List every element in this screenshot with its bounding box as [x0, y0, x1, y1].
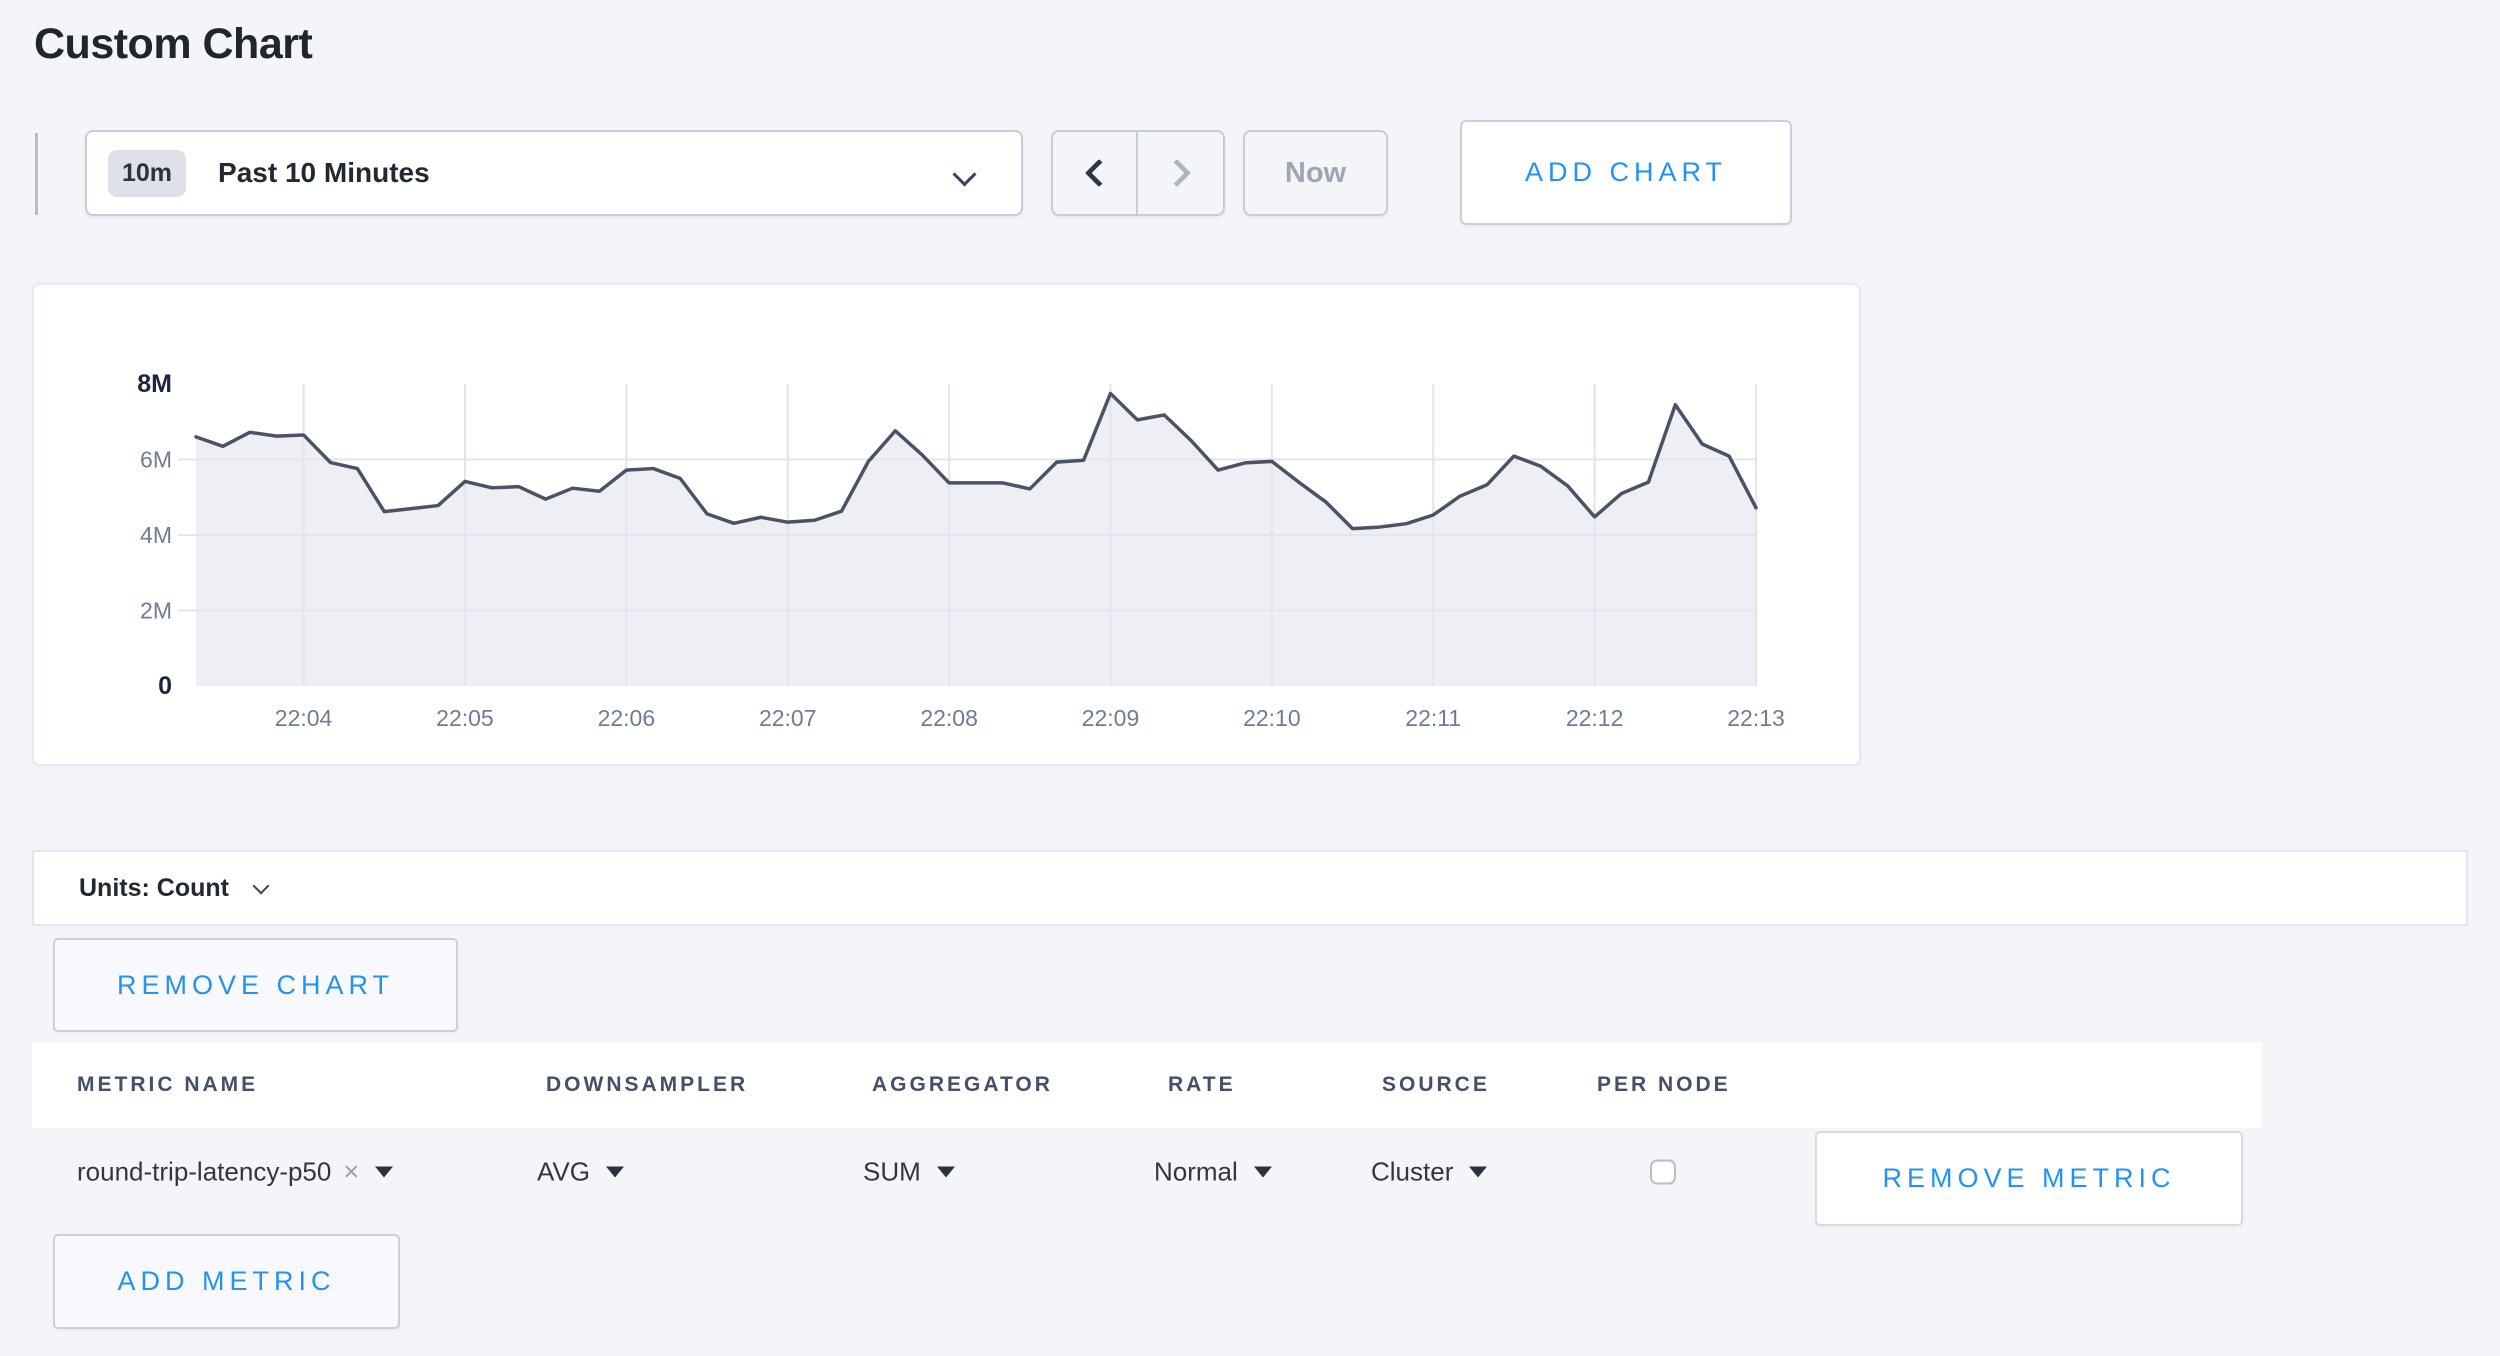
svg-text:22:06: 22:06: [598, 705, 656, 731]
downsampler-value: AVG: [537, 1156, 590, 1187]
now-button[interactable]: Now: [1243, 130, 1388, 216]
per-node-checkbox[interactable]: [1650, 1159, 1676, 1185]
dropdown-caret-icon: [605, 1166, 624, 1178]
source-value: Cluster: [1371, 1156, 1454, 1187]
svg-text:4M: 4M: [140, 522, 172, 548]
dropdown-caret-icon: [1469, 1166, 1488, 1178]
metrics-table-header: METRIC NAME DOWNSAMPLER AGGREGATOR RATE …: [32, 1042, 2262, 1128]
source-select[interactable]: Cluster: [1371, 1156, 1488, 1188]
time-window-badge: 10m: [108, 149, 187, 197]
column-header-aggregator: AGGREGATOR: [872, 1073, 1053, 1096]
svg-text:22:11: 22:11: [1405, 705, 1461, 731]
svg-text:22:12: 22:12: [1566, 705, 1624, 731]
add-metric-button[interactable]: ADD METRIC: [53, 1234, 400, 1329]
svg-text:22:08: 22:08: [920, 705, 978, 731]
chart-card: 22:04 22:05 22:06 22:07 22:08 22:09 22:10 22:11…: [32, 283, 1861, 766]
svg-text:22:13: 22:13: [1727, 705, 1785, 731]
units-dropdown[interactable]: Units: Count: [32, 850, 2468, 926]
time-pager: [1051, 130, 1225, 216]
column-header-per-node: PER NODE: [1597, 1073, 1731, 1096]
timeseries-area-chart: 22:04 22:05 22:06 22:07 22:08 22:09 22:10 22:11…: [137, 370, 1785, 731]
remove-metric-button[interactable]: REMOVE METRIC: [1815, 1131, 2243, 1226]
time-window-label: Past 10 Minutes: [218, 157, 430, 188]
column-header-source: SOURCE: [1382, 1073, 1490, 1096]
chevron-left-icon: [1084, 158, 1113, 188]
rate-select[interactable]: Normal: [1154, 1157, 1272, 1188]
metric-name-select[interactable]: round-trip-latency-p50 ×: [77, 1156, 394, 1188]
svg-text:22:10: 22:10: [1243, 705, 1301, 731]
svg-text:2M: 2M: [140, 598, 172, 624]
time-range-dropdown[interactable]: 10m Past 10 Minutes: [85, 130, 1023, 216]
svg-text:22:05: 22:05: [436, 705, 494, 731]
column-header-metric-name: METRIC NAME: [77, 1073, 259, 1096]
rate-value: Normal: [1154, 1156, 1238, 1187]
column-header-rate: RATE: [1168, 1073, 1236, 1096]
svg-text:6M: 6M: [140, 447, 172, 473]
next-time-button[interactable]: [1138, 132, 1223, 214]
svg-text:22:09: 22:09: [1082, 705, 1140, 731]
column-header-downsampler: DOWNSAMPLER: [546, 1073, 749, 1096]
page-title: Custom Chart: [34, 20, 313, 68]
clear-metric-icon[interactable]: ×: [343, 1156, 360, 1187]
svg-text:8M: 8M: [137, 370, 172, 398]
now-button-label: Now: [1284, 156, 1347, 189]
chevron-down-icon: [252, 877, 270, 895]
aggregator-select[interactable]: SUM: [863, 1157, 955, 1188]
downsampler-select[interactable]: AVG: [537, 1157, 624, 1188]
chevron-down-icon: [952, 162, 977, 187]
dropdown-caret-icon: [375, 1166, 394, 1178]
remove-chart-button[interactable]: REMOVE CHART: [53, 938, 458, 1032]
svg-text:0: 0: [158, 672, 172, 700]
toolbar-divider: [35, 133, 38, 215]
prev-time-button[interactable]: [1053, 132, 1138, 214]
chevron-right-icon: [1162, 158, 1191, 188]
metric-name-value: round-trip-latency-p50: [77, 1156, 332, 1187]
metric-table-row: round-trip-latency-p50 × AVG SUM Normal …: [32, 1128, 2262, 1216]
svg-text:22:07: 22:07: [759, 705, 817, 731]
svg-text:22:04: 22:04: [275, 705, 333, 731]
aggregator-value: SUM: [863, 1156, 921, 1187]
dropdown-caret-icon: [1253, 1166, 1272, 1178]
add-chart-button[interactable]: ADD CHART: [1460, 120, 1792, 225]
units-dropdown-label: Units: Count: [79, 873, 229, 902]
dropdown-caret-icon: [936, 1166, 955, 1178]
